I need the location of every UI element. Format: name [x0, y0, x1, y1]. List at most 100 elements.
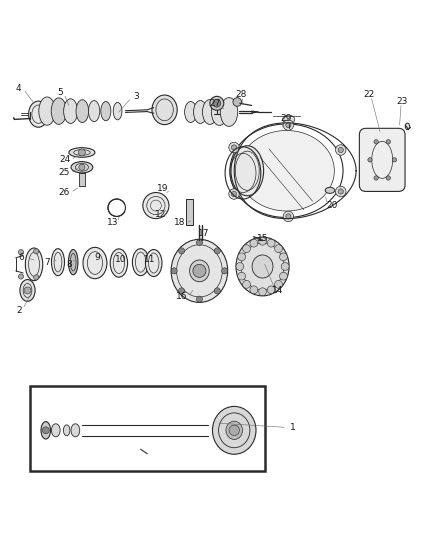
- FancyBboxPatch shape: [359, 128, 405, 191]
- Ellipse shape: [20, 279, 35, 301]
- Circle shape: [213, 99, 221, 107]
- Ellipse shape: [71, 161, 93, 173]
- Circle shape: [196, 296, 202, 302]
- Text: 9: 9: [94, 253, 100, 262]
- Ellipse shape: [88, 101, 100, 122]
- Circle shape: [171, 268, 177, 274]
- Ellipse shape: [39, 97, 55, 125]
- Circle shape: [210, 96, 224, 110]
- Circle shape: [283, 211, 293, 222]
- Circle shape: [79, 164, 85, 171]
- Circle shape: [250, 286, 258, 294]
- Ellipse shape: [171, 239, 228, 302]
- Text: 8: 8: [66, 260, 72, 269]
- Ellipse shape: [325, 187, 335, 193]
- Ellipse shape: [51, 98, 67, 124]
- Text: 18: 18: [174, 219, 186, 228]
- Ellipse shape: [28, 101, 48, 127]
- Text: 14: 14: [272, 286, 283, 295]
- Ellipse shape: [231, 146, 264, 196]
- Ellipse shape: [64, 425, 70, 436]
- Text: 6: 6: [18, 253, 24, 262]
- Circle shape: [374, 176, 378, 180]
- Circle shape: [18, 249, 24, 255]
- Circle shape: [214, 288, 220, 294]
- Bar: [79, 173, 85, 186]
- Bar: [186, 199, 193, 225]
- Circle shape: [275, 245, 283, 253]
- Text: 20: 20: [326, 201, 338, 210]
- Circle shape: [34, 275, 39, 280]
- Circle shape: [258, 288, 266, 296]
- Circle shape: [336, 186, 346, 197]
- Ellipse shape: [51, 249, 64, 276]
- Circle shape: [275, 280, 283, 288]
- Ellipse shape: [190, 260, 209, 282]
- Circle shape: [336, 145, 346, 155]
- Text: 7: 7: [44, 257, 50, 266]
- Circle shape: [229, 189, 239, 199]
- Ellipse shape: [25, 248, 43, 281]
- Ellipse shape: [226, 421, 243, 439]
- Ellipse shape: [69, 148, 95, 157]
- Text: 28: 28: [235, 90, 247, 99]
- Ellipse shape: [405, 123, 410, 130]
- Bar: [30, 386, 265, 471]
- Ellipse shape: [152, 95, 177, 125]
- Circle shape: [392, 158, 396, 162]
- Ellipse shape: [239, 131, 334, 211]
- Circle shape: [374, 140, 378, 144]
- Circle shape: [386, 140, 391, 144]
- Ellipse shape: [76, 100, 88, 123]
- Circle shape: [338, 148, 343, 152]
- Circle shape: [179, 248, 184, 254]
- Circle shape: [179, 288, 184, 294]
- Text: 13: 13: [106, 219, 118, 228]
- Ellipse shape: [110, 249, 127, 277]
- Circle shape: [238, 253, 246, 261]
- Circle shape: [233, 98, 242, 107]
- Text: 3: 3: [134, 92, 139, 101]
- Ellipse shape: [145, 249, 162, 277]
- Circle shape: [24, 287, 31, 294]
- Circle shape: [286, 123, 291, 128]
- Circle shape: [34, 249, 39, 254]
- Ellipse shape: [41, 422, 50, 439]
- Ellipse shape: [194, 101, 207, 124]
- Ellipse shape: [236, 237, 289, 296]
- Circle shape: [236, 263, 244, 270]
- Circle shape: [193, 264, 206, 277]
- Circle shape: [78, 149, 85, 156]
- Ellipse shape: [132, 249, 149, 276]
- Circle shape: [18, 274, 24, 279]
- Text: 22: 22: [364, 90, 375, 99]
- Text: 12: 12: [155, 210, 166, 219]
- Circle shape: [258, 237, 266, 245]
- Circle shape: [243, 280, 251, 288]
- Circle shape: [222, 268, 228, 274]
- Text: 23: 23: [396, 96, 407, 106]
- Circle shape: [231, 145, 237, 150]
- Text: 25: 25: [59, 168, 70, 177]
- Circle shape: [243, 245, 251, 253]
- Ellipse shape: [212, 406, 256, 454]
- Circle shape: [42, 427, 49, 434]
- Ellipse shape: [68, 249, 78, 275]
- Circle shape: [368, 158, 372, 162]
- Ellipse shape: [252, 255, 273, 278]
- Circle shape: [283, 120, 293, 130]
- Circle shape: [286, 214, 291, 219]
- Text: 15: 15: [257, 233, 268, 243]
- Circle shape: [238, 272, 246, 280]
- Ellipse shape: [113, 102, 122, 120]
- Circle shape: [231, 191, 237, 197]
- Circle shape: [267, 239, 275, 247]
- Text: 17: 17: [198, 229, 209, 238]
- Text: 11: 11: [144, 255, 155, 264]
- Text: 19: 19: [157, 184, 168, 192]
- Ellipse shape: [143, 192, 169, 219]
- Ellipse shape: [51, 424, 60, 437]
- Ellipse shape: [185, 102, 197, 123]
- Text: 27: 27: [209, 99, 220, 108]
- Ellipse shape: [101, 101, 111, 121]
